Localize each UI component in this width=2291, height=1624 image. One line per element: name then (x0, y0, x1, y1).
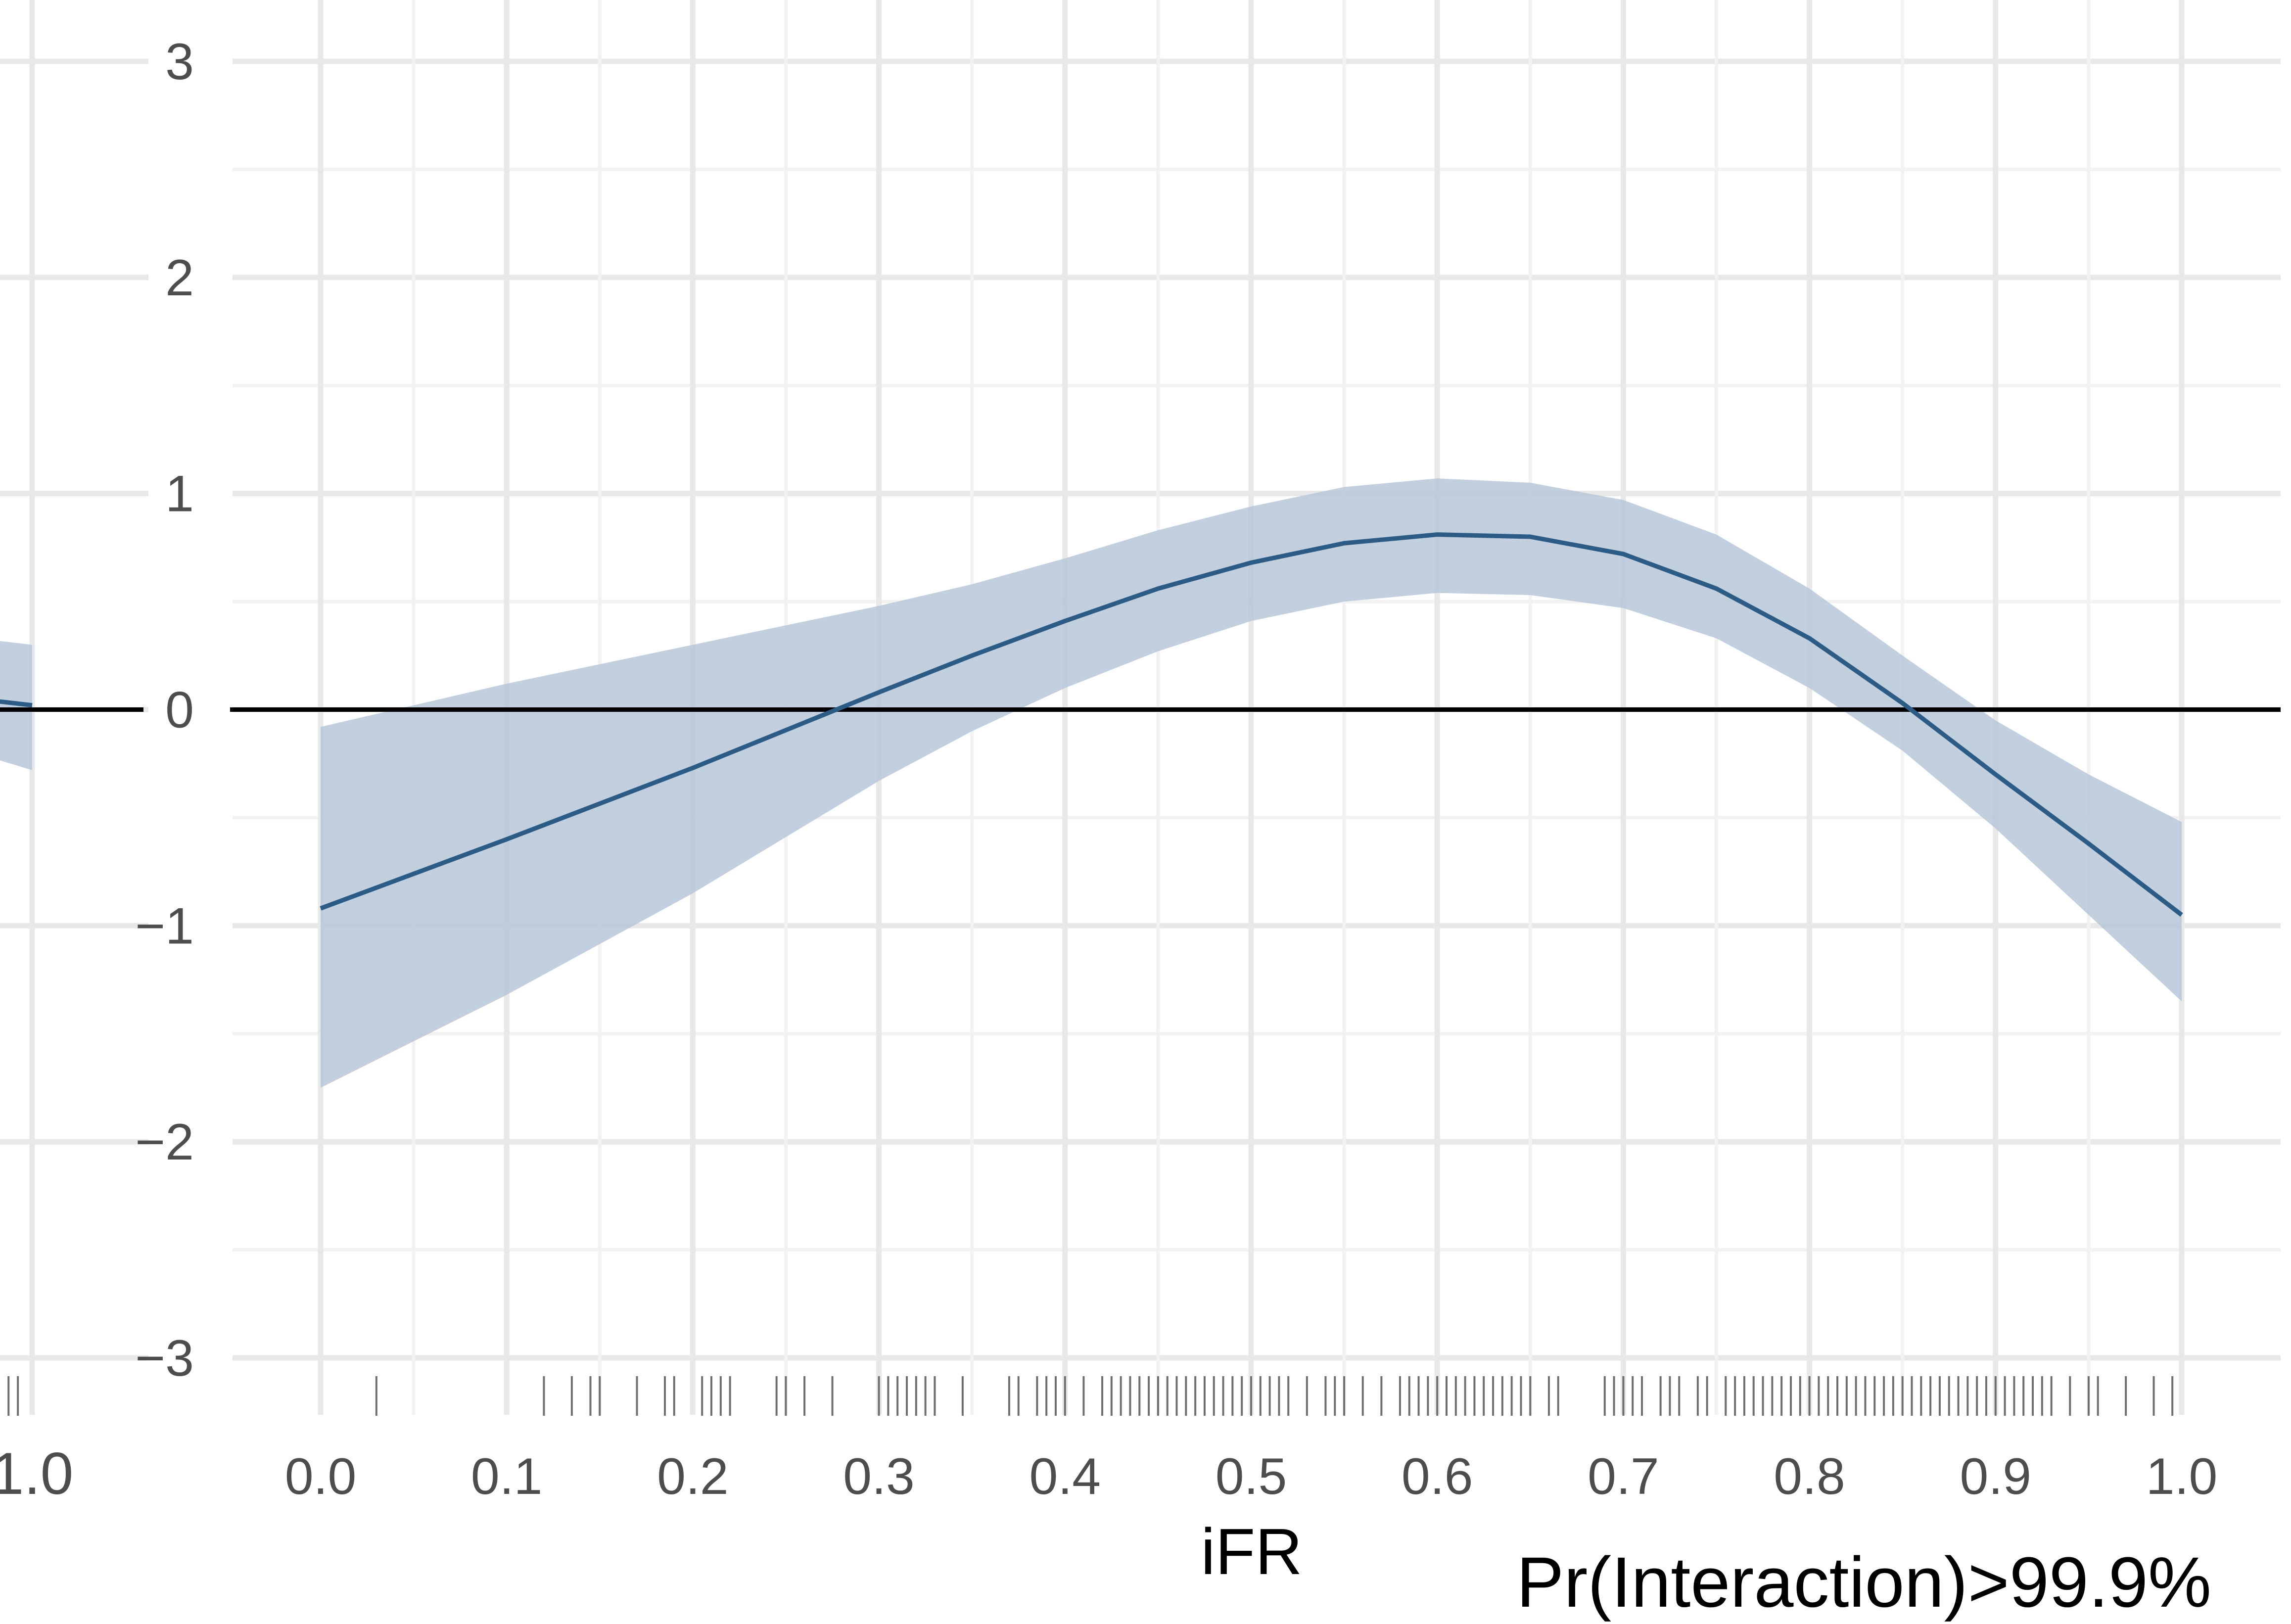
x-axis-ticks: 0.0 0.1 0.2 0.3 0.4 0.5 0.6 0.7 0.8 0.9 1.0 (285, 1448, 2218, 1505)
effect-line (320, 532, 2183, 917)
y-tick-label: 3 (165, 33, 194, 91)
x-tick-label: 1.0 (2146, 1448, 2218, 1505)
y-tick-label: 2 (165, 249, 194, 307)
rug (375, 1376, 2174, 1416)
interaction-annotation: Pr(Interaction)>99.9% (1516, 1542, 2211, 1622)
x-tick-label: 0.3 (843, 1448, 915, 1505)
left-effect-line (0, 699, 33, 708)
x-tick-label: 0.9 (1960, 1448, 2032, 1505)
y-tick-label: −3 (135, 1330, 194, 1387)
left-rug (7, 1376, 19, 1416)
y-tick-label: 1 (165, 465, 194, 523)
confidence-band (321, 478, 2182, 1088)
x-tick-label: 0.0 (285, 1448, 357, 1505)
x-tick-label: 0.2 (657, 1448, 729, 1505)
left-x-tick-label: 1.0 (0, 1440, 73, 1507)
x-tick-label: 0.8 (1774, 1448, 1845, 1505)
x-tick-label: 0.4 (1029, 1448, 1101, 1505)
x-tick-label: 0.1 (471, 1448, 543, 1505)
y-axis-ticks: −3 −2 −1 0 1 2 3 (135, 33, 194, 1387)
y-tick-label: −2 (135, 1114, 194, 1171)
x-tick-label: 0.6 (1402, 1448, 1473, 1505)
x-tick-label: 0.7 (1588, 1448, 1659, 1505)
left-panel: 1.0 (0, 0, 148, 1507)
x-tick-label: 0.5 (1216, 1448, 1287, 1505)
y-tick-label: 0 (165, 682, 194, 739)
y-tick-label: −1 (135, 897, 194, 955)
x-axis-label: iFR (1201, 1515, 1302, 1588)
